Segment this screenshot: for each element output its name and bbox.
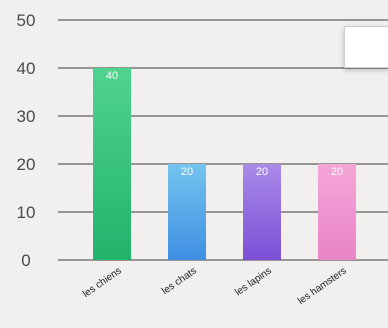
x-axis-categories: les chiens les chats les lapins les hamster… (81, 265, 349, 307)
data-label-2: 20 (181, 166, 193, 178)
data-label-4: 20 (331, 166, 343, 178)
category-label-3: les lapins (233, 265, 273, 298)
data-label-1: 40 (106, 70, 118, 82)
data-labels: 40 20 20 20 (106, 70, 343, 178)
bar-3 (243, 164, 281, 260)
bar-2 (168, 164, 206, 260)
category-label-4: les hamsters (296, 265, 349, 307)
category-label-2: les chats (160, 265, 199, 297)
y-tick-label: 30 (17, 107, 36, 126)
y-tick-label: 40 (17, 59, 36, 78)
legend-box (344, 26, 388, 68)
y-axis-ticks: 0 10 20 30 40 50 (17, 11, 36, 270)
data-label-3: 20 (256, 166, 268, 178)
bar-1 (93, 68, 131, 260)
bars (93, 68, 356, 260)
category-label-1: les chiens (81, 265, 124, 300)
y-tick-label: 50 (17, 11, 36, 30)
y-tick-label: 0 (21, 251, 30, 270)
y-tick-label: 20 (17, 155, 36, 174)
bar-4 (318, 164, 356, 260)
y-tick-label: 10 (17, 203, 36, 222)
